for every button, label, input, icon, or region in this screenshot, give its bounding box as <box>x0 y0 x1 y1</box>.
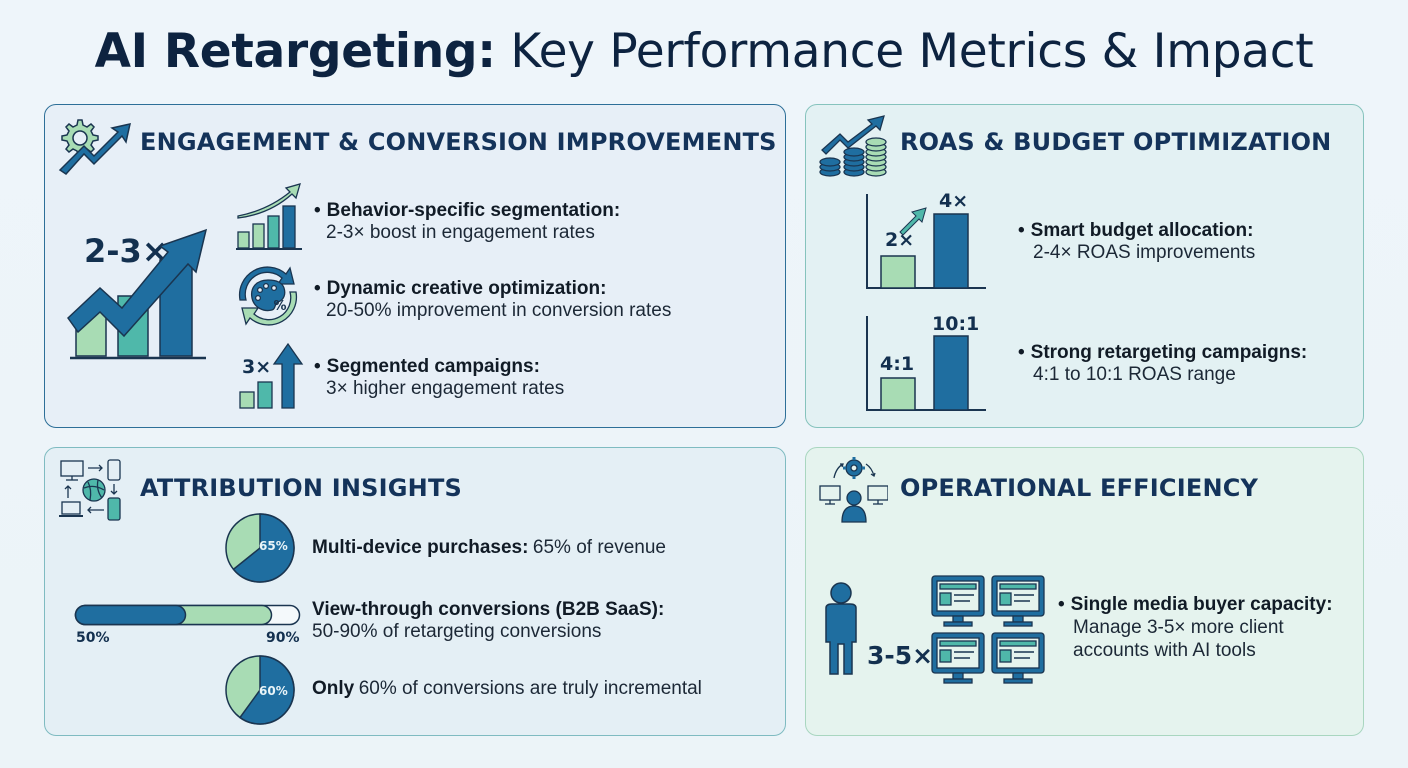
incremental-pie-chart <box>225 655 295 725</box>
operational-item-title: • Single media buyer capacity: <box>1058 594 1333 615</box>
attribution-item-1-text: Multi-device purchases: 65% of revenue <box>312 537 666 558</box>
page-title: AI Retargeting: Key Performance Metrics … <box>0 24 1408 79</box>
roas-budget-high-label: 4× <box>939 190 969 212</box>
engagement-hero-value: 2-3× <box>84 232 169 270</box>
engagement-item-2-title: • Dynamic creative optimization: <box>314 278 607 299</box>
roas-item-1-desc: 2-4× ROAS improvements <box>1033 242 1256 263</box>
engagement-item-2-desc: 20-50% improvement in conversion rates <box>326 300 672 321</box>
view-through-min-label: 50% <box>76 630 110 646</box>
coins-trend-icon <box>819 115 887 177</box>
attribution-item-2-title: View-through conversions (B2B SaaS): <box>312 599 665 620</box>
roas-range-chart <box>866 316 986 411</box>
operational-panel <box>805 447 1364 736</box>
attribution-panel <box>44 447 786 736</box>
bar-growth-icon <box>236 183 302 250</box>
operational-item-desc-line1: Manage 3-5× more client <box>1073 617 1284 638</box>
media-buyer-person-icon <box>825 582 857 675</box>
attribution-item-2-desc: 50-90% of retargeting conversions <box>312 621 602 642</box>
engagement-item-1-title: • Behavior-specific segmentation: <box>314 200 621 221</box>
view-through-max-label: 90% <box>266 630 300 646</box>
view-through-range-bar <box>74 604 301 626</box>
operational-item-desc-line2: accounts with AI tools <box>1073 640 1256 661</box>
roas-item-2-desc: 4:1 to 10:1 ROAS range <box>1033 364 1236 385</box>
growth-bars-arrow-icon <box>67 228 208 360</box>
engagement-item-3-title: • Segmented campaigns: <box>314 356 540 377</box>
engagement-item-3-desc: 3× higher engagement rates <box>326 378 565 399</box>
cross-device-cycle-icon <box>59 459 121 521</box>
gear-trend-arrow-icon <box>58 119 131 175</box>
multi-device-pie-label: 65% <box>259 539 288 553</box>
incremental-pie-label: 60% <box>259 684 288 698</box>
client-accounts-monitors-icon <box>931 575 1045 684</box>
multi-device-pie-chart <box>225 513 295 583</box>
operational-heading: OPERATIONAL EFFICIENCY <box>900 474 1259 502</box>
roas-budget-low-label: 2× <box>885 229 915 251</box>
person-monitors-gear-icon <box>819 457 888 523</box>
roas-heading: ROAS & BUDGET OPTIMIZATION <box>900 128 1332 156</box>
engagement-item-3-badge: 3× <box>242 356 272 378</box>
svg-text:%: % <box>273 299 286 314</box>
engagement-heading: ENGAGEMENT & CONVERSION IMPROVEMENTS <box>140 128 777 156</box>
attribution-heading: ATTRIBUTION INSIGHTS <box>140 474 463 502</box>
roas-item-2-title: • Strong retargeting campaigns: <box>1018 342 1308 363</box>
operational-multiplier: 3-5× <box>867 641 934 670</box>
page-title-rest: Key Performance Metrics & Impact <box>510 24 1314 79</box>
roas-range-high-label: 10:1 <box>932 313 980 335</box>
page-title-bold: AI Retargeting: <box>94 24 496 79</box>
engagement-item-1-desc: 2-3× boost in engagement rates <box>326 222 595 243</box>
palette-cycle-icon: % <box>238 266 298 326</box>
roas-range-low-label: 4:1 <box>880 353 915 375</box>
roas-budget-chart <box>866 194 986 289</box>
up-arrow-bars-icon <box>239 342 304 409</box>
attribution-item-3-text: Only 60% of conversions are truly increm… <box>312 678 702 699</box>
roas-item-1-title: • Smart budget allocation: <box>1018 220 1254 241</box>
